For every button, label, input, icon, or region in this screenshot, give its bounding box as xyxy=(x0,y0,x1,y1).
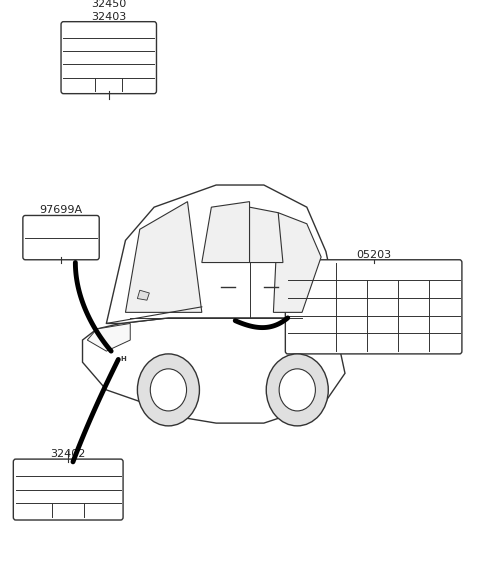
Circle shape xyxy=(279,369,315,411)
Polygon shape xyxy=(87,323,130,351)
Text: 32402: 32402 xyxy=(50,449,86,459)
FancyBboxPatch shape xyxy=(61,22,156,94)
Text: H: H xyxy=(120,356,126,362)
Circle shape xyxy=(137,354,199,426)
Text: 05203: 05203 xyxy=(356,250,391,260)
Polygon shape xyxy=(250,207,283,262)
Circle shape xyxy=(150,369,187,411)
Text: 97699A: 97699A xyxy=(39,205,83,215)
Text: 32403: 32403 xyxy=(91,11,126,22)
Polygon shape xyxy=(137,290,149,300)
Text: 32450: 32450 xyxy=(91,0,126,10)
Circle shape xyxy=(266,354,328,426)
FancyBboxPatch shape xyxy=(285,260,462,354)
Polygon shape xyxy=(83,318,345,423)
Polygon shape xyxy=(107,185,336,323)
Polygon shape xyxy=(202,201,250,262)
FancyBboxPatch shape xyxy=(13,459,123,520)
Polygon shape xyxy=(274,213,321,312)
FancyBboxPatch shape xyxy=(23,215,99,260)
Polygon shape xyxy=(125,201,202,312)
